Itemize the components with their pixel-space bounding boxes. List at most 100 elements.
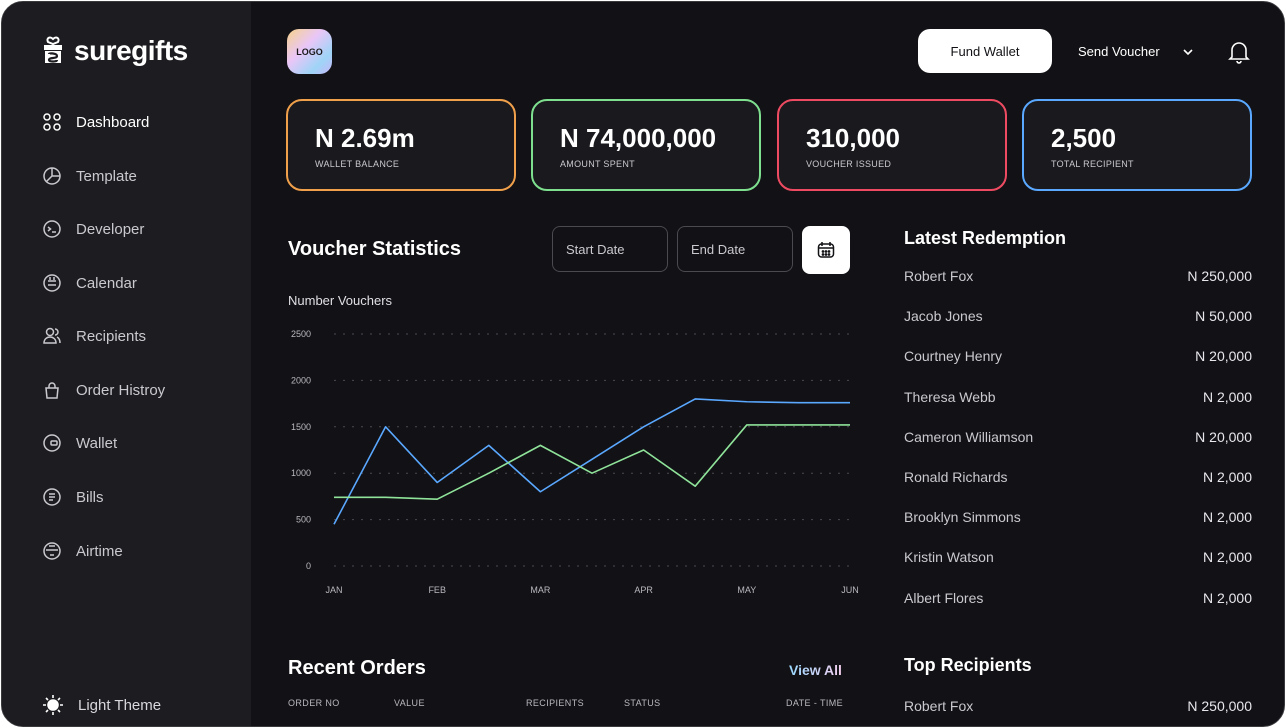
recipient-name: Albert Flores bbox=[904, 589, 984, 606]
sidebar-item-label: Order Histroy bbox=[76, 381, 166, 399]
column-header-value: VALUE bbox=[394, 698, 425, 708]
stat-value: N 2.69m bbox=[315, 123, 415, 153]
send-voucher-dropdown[interactable]: Send Voucher bbox=[1078, 44, 1194, 59]
list-item[interactable]: Brooklyn Simmons N 2,000 bbox=[904, 509, 1252, 549]
light-theme-label: Light Theme bbox=[78, 696, 162, 714]
voucher-statistics-title: Voucher Statistics bbox=[288, 238, 462, 260]
grid-icon bbox=[43, 113, 61, 131]
sidebar-item-airtime[interactable]: Airtime bbox=[42, 541, 123, 561]
list-item[interactable]: Robert Fox N 250,000 bbox=[904, 268, 1252, 308]
stat-value: 2,500 bbox=[1051, 123, 1117, 153]
x-tick-label: MAR bbox=[530, 585, 551, 595]
list-item[interactable]: Albert Flores N 2,000 bbox=[904, 590, 1252, 630]
latest-redemption-title: Latest Redemption bbox=[904, 228, 1067, 248]
sidebar-item-label: Bills bbox=[76, 488, 104, 506]
sidebar-item-bills[interactable]: Bills bbox=[42, 487, 104, 507]
sidebar-item-label: Dashboard bbox=[76, 113, 150, 131]
sidebar-item-label: Calendar bbox=[76, 274, 137, 292]
stat-label: WALLET BALANCE bbox=[315, 159, 400, 169]
recipient-name: Theresa Webb bbox=[904, 388, 996, 405]
redemption-amount: N 20,000 bbox=[1195, 348, 1252, 365]
recipient-amount: N 250,000 bbox=[1187, 698, 1252, 714]
calendar-button[interactable] bbox=[802, 226, 850, 274]
recipient-name: Courtney Henry bbox=[904, 348, 1003, 365]
list-item[interactable]: Theresa Webb N 2,000 bbox=[904, 389, 1252, 429]
logo-label: LOGO bbox=[296, 46, 323, 57]
column-header-order-no: ORDER NO bbox=[288, 698, 340, 708]
sidebar: suregifts Dashboard Template Developer C… bbox=[2, 2, 251, 726]
list-item[interactable]: Courtney Henry N 20,000 bbox=[904, 348, 1252, 388]
stat-label: VOUCHER ISSUED bbox=[806, 159, 892, 169]
series-line-1 bbox=[333, 398, 850, 525]
recipient-name: Cameron Williamson bbox=[904, 428, 1034, 445]
series-line-2 bbox=[334, 424, 850, 500]
recipient-name: Ronald Richards bbox=[904, 468, 1008, 485]
sidebar-item-recipients[interactable]: Recipients bbox=[42, 326, 146, 346]
stat-label: TOTAL RECIPIENT bbox=[1051, 159, 1134, 169]
brand[interactable]: suregifts bbox=[40, 35, 188, 67]
send-voucher-label: Send Voucher bbox=[1078, 44, 1160, 59]
column-header-recipients: RECIPIENTS bbox=[526, 698, 585, 708]
company-logo: LOGO bbox=[287, 29, 332, 74]
stat-card-wallet-balance: N 2.69m WALLET BALANCE bbox=[286, 99, 516, 191]
redemption-amount: N 2,000 bbox=[1202, 589, 1252, 606]
x-tick-label: FEB bbox=[428, 585, 446, 595]
sidebar-item-dashboard[interactable]: Dashboard bbox=[42, 112, 149, 132]
redemption-amount: N 50,000 bbox=[1195, 308, 1252, 325]
sidebar-item-label: Recipients bbox=[76, 327, 147, 345]
wallet-icon bbox=[43, 434, 61, 452]
redemption-amount: N 250,000 bbox=[1187, 268, 1252, 284]
recipient-name: Jacob Jones bbox=[904, 308, 983, 325]
sidebar-item-wallet[interactable]: Wallet bbox=[42, 433, 117, 453]
calendar-icon bbox=[43, 274, 61, 292]
notification-bell-icon[interactable] bbox=[1228, 40, 1250, 69]
pie-icon bbox=[43, 167, 61, 185]
view-all-link[interactable]: View All bbox=[789, 662, 842, 678]
chart-y-axis-label: Number Vouchers bbox=[288, 293, 393, 308]
recipient-name: Robert Fox bbox=[904, 268, 974, 284]
terminal-icon bbox=[43, 220, 61, 238]
start-date-input[interactable] bbox=[552, 226, 668, 272]
redemption-amount: N 2,000 bbox=[1202, 549, 1252, 566]
x-tick-label: MAY bbox=[737, 585, 756, 595]
y-tick-label: 2500 bbox=[291, 329, 311, 339]
list-item[interactable]: Cameron Williamson N 20,000 bbox=[904, 429, 1252, 469]
sidebar-item-label: Airtime bbox=[76, 542, 123, 560]
stat-value: N 74,000,000 bbox=[560, 123, 717, 153]
sidebar-item-developer[interactable]: Developer bbox=[42, 219, 144, 239]
users-icon bbox=[43, 327, 61, 344]
recent-orders-title: Recent Orders bbox=[288, 657, 426, 679]
light-theme-toggle[interactable]: Light Theme bbox=[42, 694, 161, 716]
list-item[interactable]: Kristin Watson N 2,000 bbox=[904, 549, 1252, 589]
sidebar-item-order-history[interactable]: Order Histroy bbox=[42, 380, 165, 400]
x-tick-label: JUN bbox=[841, 585, 859, 595]
fund-wallet-button[interactable]: Fund Wallet bbox=[918, 29, 1052, 73]
x-tick-label: APR bbox=[634, 585, 653, 595]
receipt-icon bbox=[43, 488, 61, 506]
y-tick-label: 500 bbox=[296, 515, 311, 525]
stat-value: 310,000 bbox=[806, 123, 900, 153]
list-item[interactable]: Jacob Jones N 50,000 bbox=[904, 308, 1252, 348]
top-recipients-title: Top Recipients bbox=[904, 655, 1032, 675]
stat-card-amount-spent: N 74,000,000 AMOUNT SPENT bbox=[531, 99, 761, 191]
x-tick-label: JAN bbox=[325, 585, 342, 595]
column-header-date-time: DATE - TIME bbox=[786, 698, 844, 708]
redemption-amount: N 20,000 bbox=[1195, 428, 1252, 445]
list-item[interactable]: Robert Fox N 250,000 bbox=[904, 698, 1252, 714]
voucher-line-chart: 2500 2000 1500 1000 500 0 JAN FEB MAR APR MAY JUN bbox=[291, 329, 859, 595]
calendar-icon bbox=[817, 242, 835, 258]
stat-label: AMOUNT SPENT bbox=[560, 159, 635, 169]
sun-icon bbox=[43, 695, 63, 715]
redemption-amount: N 2,000 bbox=[1202, 468, 1252, 485]
redemption-amount: N 2,000 bbox=[1202, 509, 1252, 526]
recipient-name: Brooklyn Simmons bbox=[904, 509, 1021, 526]
sidebar-item-label: Developer bbox=[76, 220, 145, 238]
phone-icon bbox=[43, 542, 61, 560]
list-item[interactable]: Ronald Richards N 2,000 bbox=[904, 469, 1252, 509]
recipient-name: Kristin Watson bbox=[904, 549, 994, 566]
sidebar-item-template[interactable]: Template bbox=[42, 166, 137, 186]
y-tick-label: 1000 bbox=[291, 468, 311, 478]
sidebar-item-calendar[interactable]: Calendar bbox=[42, 273, 137, 293]
end-date-input[interactable] bbox=[677, 226, 793, 272]
